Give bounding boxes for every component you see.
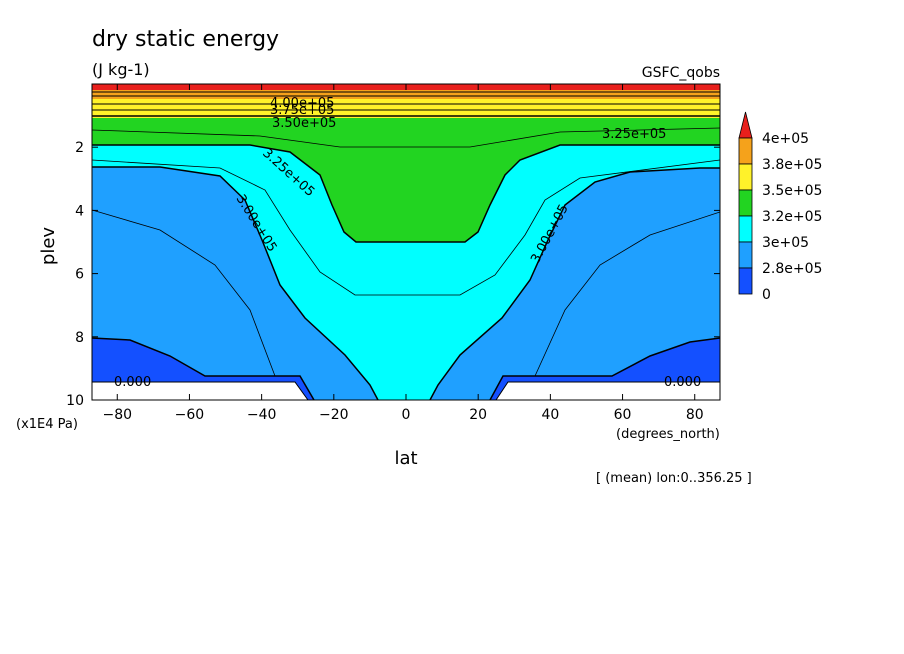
chart-title: dry static energy xyxy=(92,27,279,52)
x-tick-label: −60 xyxy=(175,407,205,423)
contour-label: 3.25e+05 xyxy=(602,127,666,142)
colorbar-swatch xyxy=(738,111,753,139)
colorbar-label: 3.5e+05 xyxy=(762,183,822,199)
contour-line xyxy=(92,127,720,148)
contour-line xyxy=(534,211,720,377)
source-label: GSFC_qobs xyxy=(642,65,720,81)
colorbar-label: 3.8e+05 xyxy=(762,157,822,173)
colorbar-label: 3.2e+05 xyxy=(762,209,822,225)
colorbar-swatch xyxy=(738,163,753,191)
fill-level-3.5e5 xyxy=(92,98,720,118)
contour-label: 0.000 xyxy=(664,375,701,390)
colorbar-label: 4e+05 xyxy=(762,131,809,147)
x-tick-label: 0 xyxy=(402,407,411,423)
contour-line xyxy=(92,166,379,400)
contour-line xyxy=(92,144,720,243)
y-tick-label: 4 xyxy=(75,203,84,219)
colorbar-swatch xyxy=(738,267,753,295)
below-surface-north xyxy=(496,382,720,400)
x-axis: −80 −60 −40 −20 0 20 40 60 80 xyxy=(102,84,704,423)
y-tick-label: 2 xyxy=(75,140,84,156)
plot-area: 4.00e+05 3.75e+05 3.50e+05 3.25e+05 3.25… xyxy=(92,84,720,400)
colorbar-label: 3e+05 xyxy=(762,235,809,251)
x-tick-label: −80 xyxy=(102,407,132,423)
colorbar-swatch xyxy=(738,215,753,243)
fill-level-3.2e5 xyxy=(92,116,720,242)
x-tick-label: 60 xyxy=(614,407,632,423)
footer-note: [ (mean) lon:0..356.25 ] xyxy=(596,471,752,486)
colorbar-label: 0 xyxy=(762,287,771,303)
contour-label: 3.50e+05 xyxy=(272,116,336,131)
colorbar-swatch xyxy=(738,137,753,165)
fill-level-3.8e5 xyxy=(92,89,720,99)
colorbar-swatch xyxy=(738,189,753,217)
y-axis-label: plev xyxy=(38,227,59,266)
y-axis-units: (x1E4 Pa) xyxy=(16,417,78,432)
contour-line xyxy=(495,381,720,400)
contour-line xyxy=(92,337,315,400)
below-surface-south xyxy=(92,382,308,400)
x-tick-label: −20 xyxy=(319,407,349,423)
chart-units: (J kg-1) xyxy=(92,60,150,79)
y-tick-label: 8 xyxy=(75,330,84,346)
contour-label: 0.000 xyxy=(114,375,151,390)
contour-line xyxy=(92,209,276,377)
colorbar-swatch xyxy=(738,241,753,269)
y-tick-label: 10 xyxy=(66,393,84,409)
contour-line xyxy=(92,159,720,296)
contour-line xyxy=(429,167,720,400)
y-tick-label: 6 xyxy=(75,267,84,283)
x-tick-label: 20 xyxy=(469,407,487,423)
contour-lines xyxy=(92,91,720,400)
colorbar-label: 2.8e+05 xyxy=(762,261,822,277)
contour-label: 3.75e+05 xyxy=(270,103,334,118)
colorbar: 4e+05 3.8e+05 3.5e+05 3.2e+05 3e+05 2.8e+05 0 xyxy=(738,111,822,303)
contour-line xyxy=(92,381,309,400)
contour-label: 4.00e+05 xyxy=(270,96,334,111)
contour-line xyxy=(489,337,720,400)
x-tick-label: 80 xyxy=(686,407,704,423)
y-axis: 2 4 6 8 10 xyxy=(66,140,720,409)
x-tick-label: −40 xyxy=(247,407,277,423)
x-axis-label: lat xyxy=(394,448,417,469)
x-axis-units: (degrees_north) xyxy=(616,427,720,442)
x-tick-label: 40 xyxy=(541,407,559,423)
